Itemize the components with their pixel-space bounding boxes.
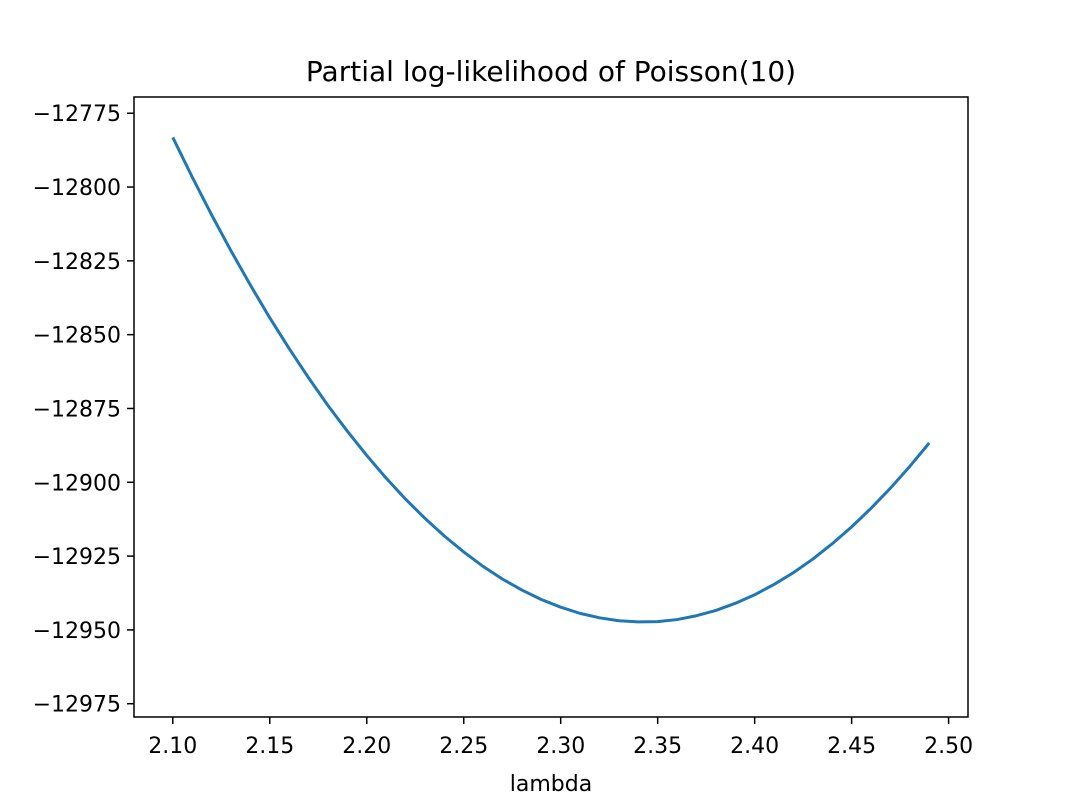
y-tick-label: −12775 [33, 102, 121, 127]
x-tick-label: 2.35 [633, 734, 682, 759]
y-tick-label: −12850 [33, 324, 121, 349]
y-axis-ticks: −12775 −12800 −12825 −12850 −12875 −12900 −129… [33, 102, 134, 718]
y-tick-label: −12900 [33, 471, 121, 496]
x-tick-label: 2.15 [245, 734, 294, 759]
x-tick-label: 2.20 [342, 734, 391, 759]
x-tick-label: 2.50 [924, 734, 973, 759]
x-tick-label: 2.40 [730, 734, 779, 759]
y-tick-label: −12825 [33, 250, 121, 275]
x-tick-label: 2.30 [536, 734, 585, 759]
y-tick-label: −12875 [33, 397, 121, 422]
series-line-0 [171, 136, 931, 624]
y-tick-label: −12950 [33, 619, 121, 644]
y-tick-label: −12800 [33, 176, 121, 201]
chart-title: Partial log-likelihood of Poisson(10) [306, 55, 796, 88]
plot-frame [133, 96, 969, 718]
y-tick-label: −12975 [33, 693, 121, 718]
x-tick-label: 2.10 [148, 734, 197, 759]
y-tick-label: −12925 [33, 545, 121, 570]
x-axis-ticks: 2.10 2.15 2.20 2.25 2.30 2.35 2.40 2.45 2.50 [148, 717, 973, 759]
x-axis-label: lambda [510, 772, 592, 797]
plot-area [133, 96, 969, 718]
x-tick-label: 2.25 [439, 734, 488, 759]
x-tick-label: 2.45 [827, 734, 876, 759]
